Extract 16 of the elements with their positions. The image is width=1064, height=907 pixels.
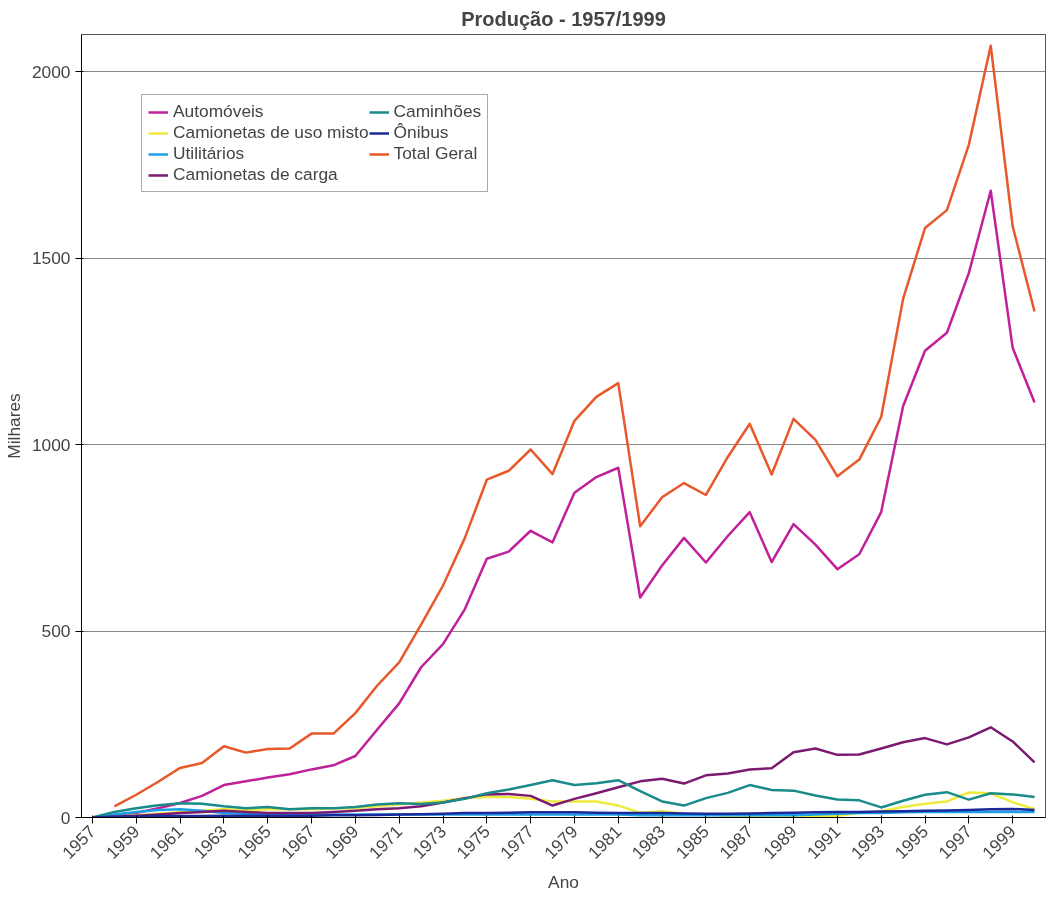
legend-label: Utilitários (173, 143, 245, 164)
legend-label: Automóveis (173, 101, 264, 122)
x-axis-title: Ano (548, 872, 579, 893)
legend-label: Caminhões (393, 101, 482, 122)
line-series (113, 44, 1036, 808)
y-tick-label: 2000 (31, 61, 71, 82)
y-tick-label: 1500 (31, 248, 71, 269)
legend-label: Camionetas de uso misto (173, 122, 369, 143)
y-tick-label: 1000 (31, 434, 71, 455)
y-axis-title: Milhares (3, 392, 24, 459)
chart-title: Produção - 1957/1999 (461, 7, 666, 30)
legend-label: Camionetas de carga (173, 164, 338, 185)
y-tick-label: 0 (60, 807, 71, 828)
legend-label: Total Geral (393, 143, 478, 164)
y-tick-label: 500 (41, 621, 71, 642)
legend-label: Ônibus (393, 122, 449, 143)
